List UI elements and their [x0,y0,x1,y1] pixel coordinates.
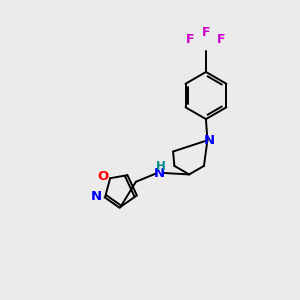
Text: N: N [91,190,102,203]
Text: H: H [156,160,166,173]
Text: F: F [186,33,195,46]
Text: N: N [204,134,215,147]
Text: F: F [217,33,226,46]
Text: N: N [154,167,165,180]
Text: F: F [202,26,210,39]
Text: O: O [98,170,109,183]
